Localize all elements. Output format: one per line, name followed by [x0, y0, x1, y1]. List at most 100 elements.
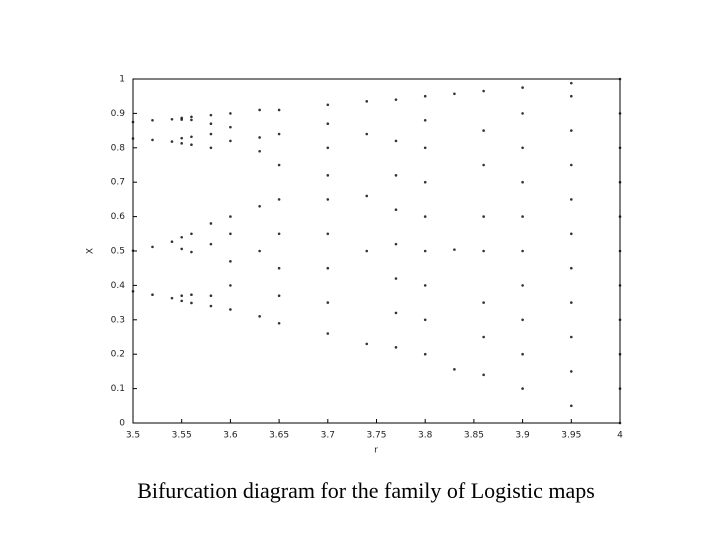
chart-title: Bifurcation diagram for the family of Lo… — [137, 478, 595, 503]
y-tick-label: 0.1 — [111, 384, 125, 394]
point — [209, 122, 213, 126]
point — [258, 149, 261, 153]
point — [570, 163, 573, 167]
point — [209, 146, 213, 150]
point — [326, 122, 330, 126]
point — [170, 140, 174, 143]
point — [521, 180, 524, 184]
y-tick-label: 0.5 — [111, 247, 125, 257]
point — [180, 247, 183, 251]
point — [180, 235, 183, 239]
plot-frame — [132, 78, 621, 424]
x-axis-label: r — [374, 446, 378, 456]
point — [190, 115, 193, 119]
point — [394, 277, 398, 280]
point — [570, 198, 573, 201]
point — [209, 304, 213, 308]
point — [190, 301, 193, 305]
point — [521, 215, 524, 218]
point — [258, 136, 261, 139]
point — [521, 249, 524, 253]
x-tick-label: 3.65 — [269, 431, 289, 441]
point — [209, 222, 213, 225]
point — [277, 163, 281, 167]
point — [482, 163, 485, 167]
point — [521, 112, 524, 115]
point — [482, 249, 485, 253]
x-tick-label: 3.6 — [223, 431, 238, 441]
point — [618, 318, 622, 322]
point — [618, 77, 622, 81]
point — [618, 249, 622, 253]
point — [258, 249, 261, 253]
point — [423, 215, 427, 218]
point — [326, 301, 330, 304]
point — [190, 293, 193, 296]
point — [365, 249, 369, 253]
y-tick-label: 0.7 — [111, 178, 125, 188]
point — [209, 242, 213, 246]
point — [423, 284, 427, 287]
y-axis-label: X — [86, 248, 96, 254]
point — [277, 232, 281, 236]
point — [229, 232, 232, 236]
point — [521, 146, 524, 150]
point — [482, 301, 485, 304]
x-tick-label: 4 — [617, 431, 623, 441]
point — [151, 118, 154, 122]
point — [190, 143, 193, 147]
y-tick-label: 0.6 — [111, 212, 126, 222]
point — [277, 294, 281, 298]
point — [423, 352, 427, 356]
x-tick-label: 3.85 — [464, 431, 484, 441]
point — [394, 242, 398, 246]
point — [482, 335, 485, 339]
x-tick-label: 3.5 — [126, 431, 140, 441]
point — [394, 174, 398, 177]
point — [258, 315, 261, 318]
y-tick-label: 0.4 — [111, 281, 126, 291]
point — [394, 208, 398, 212]
point — [423, 318, 427, 322]
point — [482, 129, 485, 132]
point — [521, 352, 524, 356]
point — [180, 116, 183, 120]
point — [190, 118, 193, 122]
point — [180, 299, 183, 303]
point — [190, 250, 193, 254]
point — [326, 232, 330, 236]
point — [618, 146, 622, 150]
y-tick-label: 0.9 — [111, 109, 126, 119]
point — [277, 266, 281, 270]
point — [229, 112, 232, 115]
y-tick-label: 0.3 — [111, 315, 125, 325]
point — [570, 129, 573, 132]
x-tick-label: 3.7 — [321, 431, 335, 441]
point — [423, 249, 427, 253]
point — [521, 86, 524, 89]
point — [521, 284, 524, 287]
point — [570, 370, 573, 373]
point — [394, 98, 398, 101]
point — [365, 194, 369, 198]
point — [618, 352, 622, 356]
point — [618, 180, 622, 184]
point — [521, 318, 524, 322]
point — [277, 132, 281, 136]
point — [258, 108, 261, 112]
point — [180, 136, 183, 140]
x-tick-label: 3.55 — [172, 431, 192, 441]
point — [326, 174, 330, 177]
point — [131, 289, 135, 293]
point — [326, 146, 330, 150]
point — [365, 100, 369, 103]
point — [277, 198, 281, 201]
point — [131, 120, 135, 124]
point — [521, 387, 524, 390]
point — [453, 248, 456, 251]
y-tick-label: 0 — [119, 419, 125, 429]
point — [258, 204, 261, 208]
point — [453, 92, 456, 96]
point — [394, 139, 398, 143]
